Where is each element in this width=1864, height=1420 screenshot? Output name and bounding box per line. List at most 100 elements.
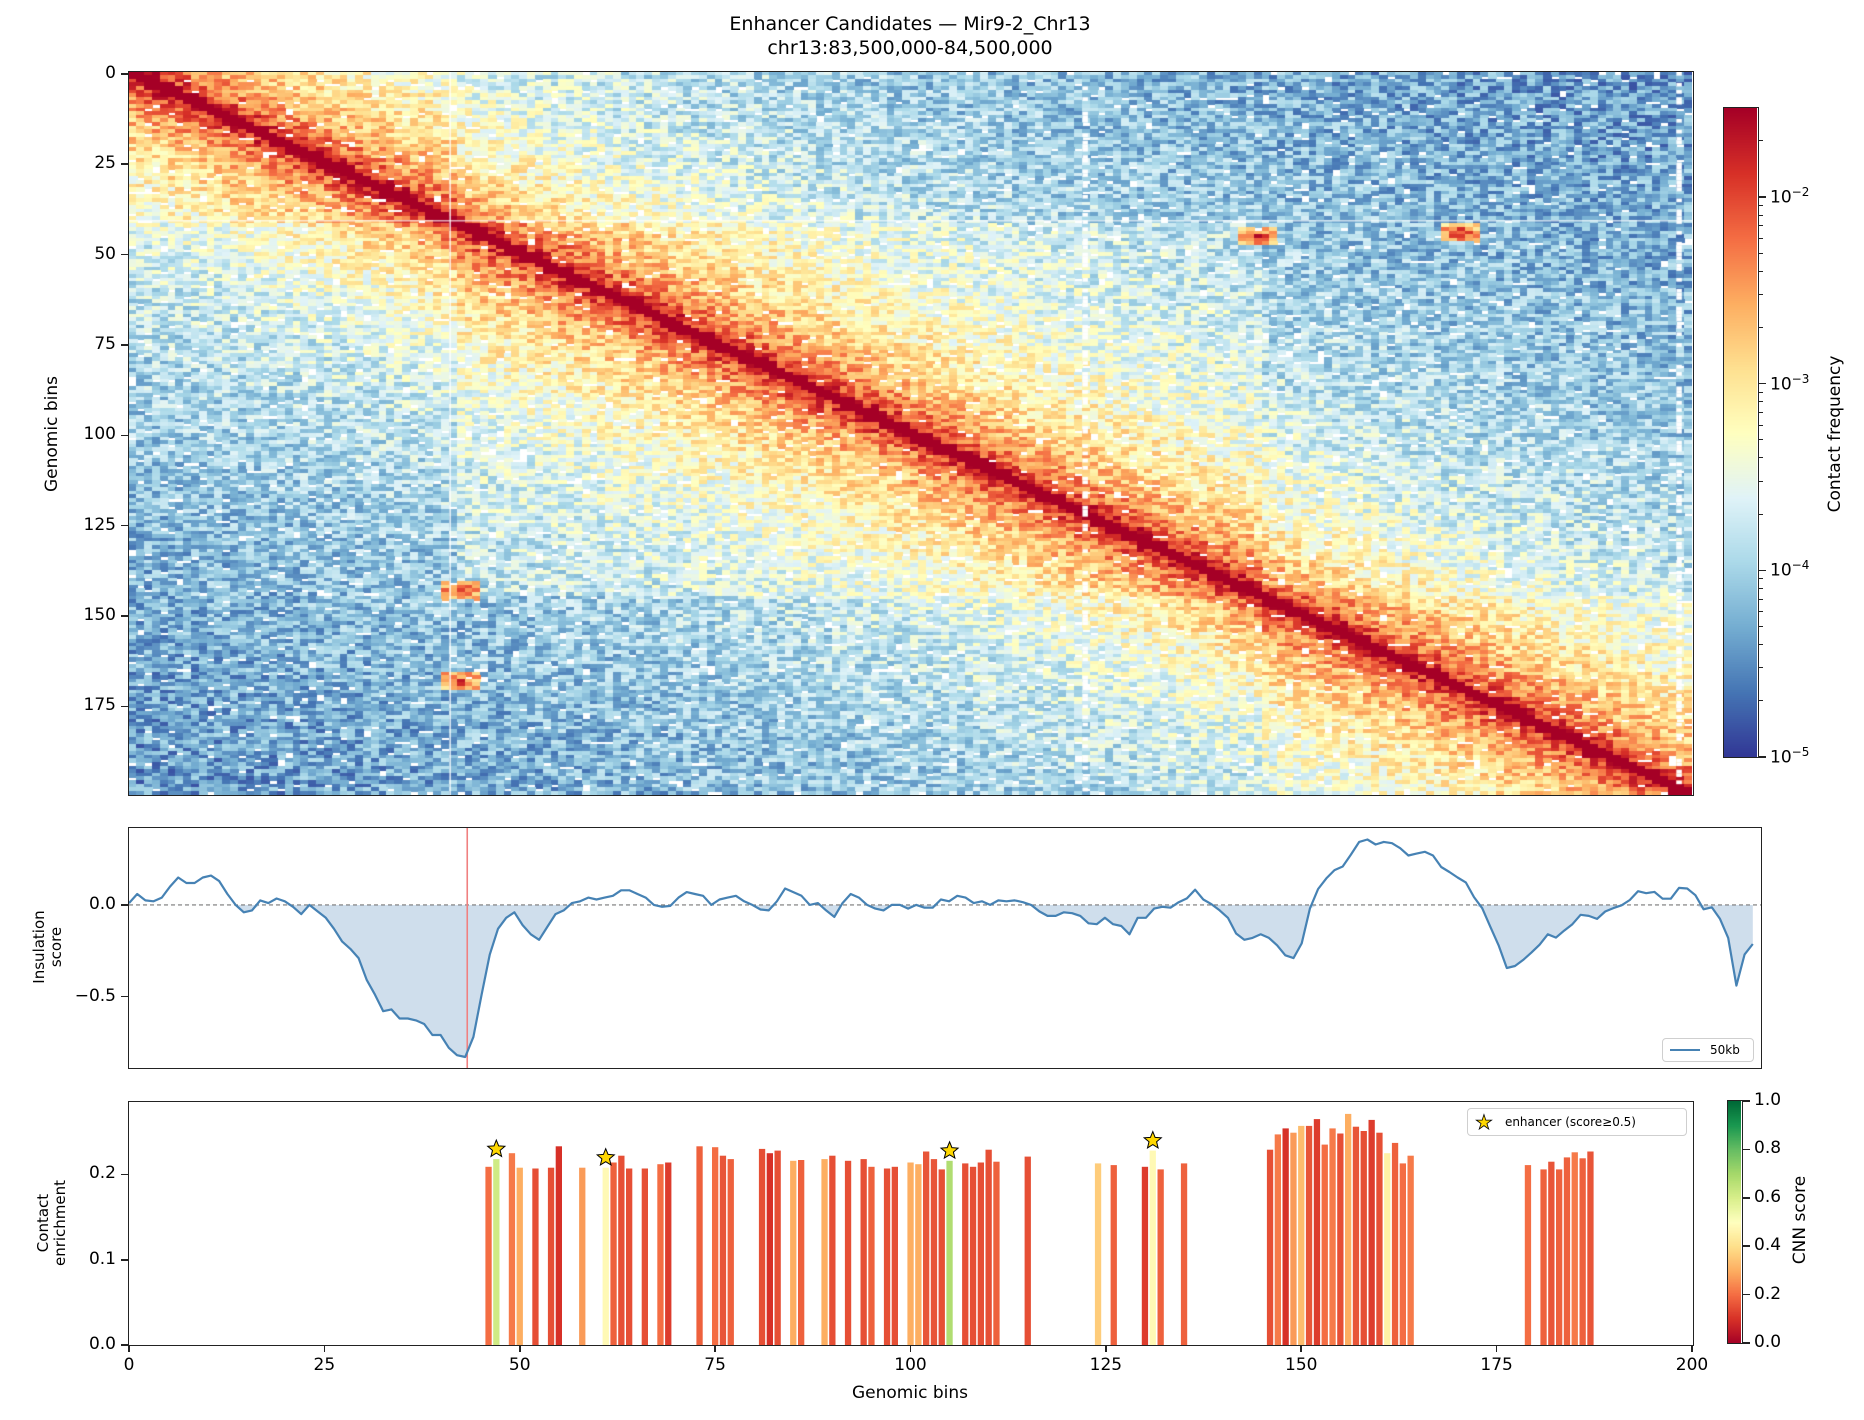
enrichment-bar: [1540, 1169, 1547, 1345]
enrichment-bar: [555, 1146, 562, 1345]
tick-mark: [1495, 1345, 1498, 1352]
tick-label: 0.0: [1754, 1332, 1782, 1352]
enhancer-star-icon: [939, 1140, 960, 1160]
enrichment-bar: [758, 1148, 766, 1345]
tick-mark: [1743, 1245, 1750, 1247]
enrichment-bar: [915, 1164, 922, 1345]
enrichment-bar: [727, 1159, 734, 1345]
enrichment-bar: [602, 1167, 609, 1345]
heatmap-y-label: Genomic bins: [42, 376, 62, 492]
enrichment-bar: [969, 1166, 977, 1345]
enrichment-bar: [962, 1163, 969, 1345]
tick-mark: [1759, 252, 1763, 254]
enrichment-x-label: Genomic bins: [852, 1383, 968, 1403]
tick-mark: [1759, 225, 1763, 227]
insulation-fill: [129, 904, 1753, 1057]
tick-mark: [1759, 626, 1763, 628]
tick-label: 0: [123, 1355, 135, 1375]
tick-mark: [121, 705, 128, 708]
enrichment-bar: [946, 1160, 953, 1345]
tick-mark: [1759, 424, 1763, 426]
tick-mark: [1759, 598, 1763, 600]
enrichment-bar: [938, 1169, 945, 1345]
enhancer-star-icon: [595, 1147, 616, 1166]
tick-mark: [1743, 1148, 1750, 1151]
enrichment-bar: [1024, 1156, 1031, 1345]
tick-mark: [121, 73, 128, 75]
enrichment-bar: [1282, 1128, 1289, 1345]
tick-mark: [121, 904, 128, 906]
tick-mark: [1759, 401, 1763, 403]
enrichment-bar: [532, 1168, 539, 1345]
tick-mark: [121, 1344, 128, 1346]
enrichment-bar: [493, 1159, 500, 1345]
enrichment-bar: [907, 1162, 914, 1345]
tick-mark: [1759, 700, 1763, 702]
heatmap-frame: [128, 71, 1694, 796]
enrichment-bar: [1290, 1132, 1297, 1345]
enrichment-bar: [1376, 1132, 1383, 1345]
enrichment-bar: [579, 1167, 586, 1345]
tick-mark: [1691, 1345, 1693, 1352]
enrichment-bar: [1149, 1150, 1156, 1345]
enrichment-bar: [712, 1147, 719, 1345]
tick-label: 10−2: [1770, 185, 1810, 208]
enrichment-bar: [1337, 1133, 1344, 1345]
tick-label: 0.0: [88, 1334, 116, 1354]
tick-label: 0.2: [88, 1163, 116, 1184]
tick-mark: [1759, 391, 1763, 393]
tick-label: 10−3: [1770, 371, 1810, 395]
enrichment-bar: [610, 1162, 617, 1345]
legend-line-icon: [1670, 1049, 1700, 1051]
tick-label: 0.8: [1754, 1138, 1782, 1159]
enrichment-bar: [1579, 1158, 1586, 1345]
enrichment-bar: [516, 1167, 523, 1345]
tick-label: 25: [94, 153, 116, 174]
tick-mark: [1743, 1100, 1750, 1102]
tick-mark: [1759, 140, 1763, 142]
tick-mark: [128, 1345, 130, 1352]
tick-label: 0.0: [88, 893, 116, 914]
tick-mark: [1759, 667, 1763, 669]
enrichment-y-label: Contact enrichment: [34, 1179, 69, 1267]
tick-mark: [121, 344, 128, 346]
tick-label: 0.1: [88, 1248, 116, 1269]
cnn-colorbar: [1728, 1101, 1741, 1343]
tick-label: 150: [83, 605, 116, 626]
tick-label: 125: [83, 514, 116, 535]
tick-label: 0.6: [1754, 1186, 1782, 1207]
enrichment-bar: [1141, 1166, 1149, 1345]
enrichment-bar: [1329, 1128, 1336, 1345]
enrichment-bar: [798, 1160, 805, 1345]
enrichment-bar: [547, 1167, 555, 1345]
enrichment-bar: [1384, 1153, 1391, 1345]
enrichment-bar: [1399, 1163, 1406, 1345]
contact-colorbar-frame: [1723, 107, 1759, 758]
tick-mark: [1759, 214, 1763, 216]
tick-mark: [1759, 237, 1763, 239]
enrichment-bar: [1360, 1131, 1367, 1345]
enrichment-bar: [1313, 1119, 1321, 1345]
contact-colorbar: [1724, 108, 1757, 757]
tick-mark: [1743, 1342, 1750, 1344]
enrichment-bar: [1157, 1169, 1164, 1345]
tick-label: 50: [508, 1355, 531, 1375]
tick-mark: [1759, 480, 1763, 482]
enrichment-bar: [618, 1155, 625, 1345]
enrichment-bar: [641, 1168, 648, 1345]
enrichment-bar: [1305, 1125, 1313, 1345]
tick-mark: [1759, 587, 1763, 589]
tick-mark: [121, 253, 128, 256]
tick-label: 200: [1675, 1355, 1709, 1375]
tick-mark: [1759, 382, 1766, 385]
tick-mark: [1759, 412, 1763, 414]
enrichment-bar: [1368, 1119, 1375, 1345]
insulation-y-label: Insulation score: [30, 910, 65, 984]
cnn-colorbar-label: CNN score: [1790, 1175, 1810, 1265]
enrichment-bar: [985, 1149, 992, 1345]
insulation-line: [129, 838, 1754, 1059]
tick-label: 100: [894, 1355, 927, 1375]
enrichment-bar: [508, 1153, 516, 1345]
tick-mark: [1759, 457, 1763, 459]
contact-heatmap: [129, 72, 1692, 795]
